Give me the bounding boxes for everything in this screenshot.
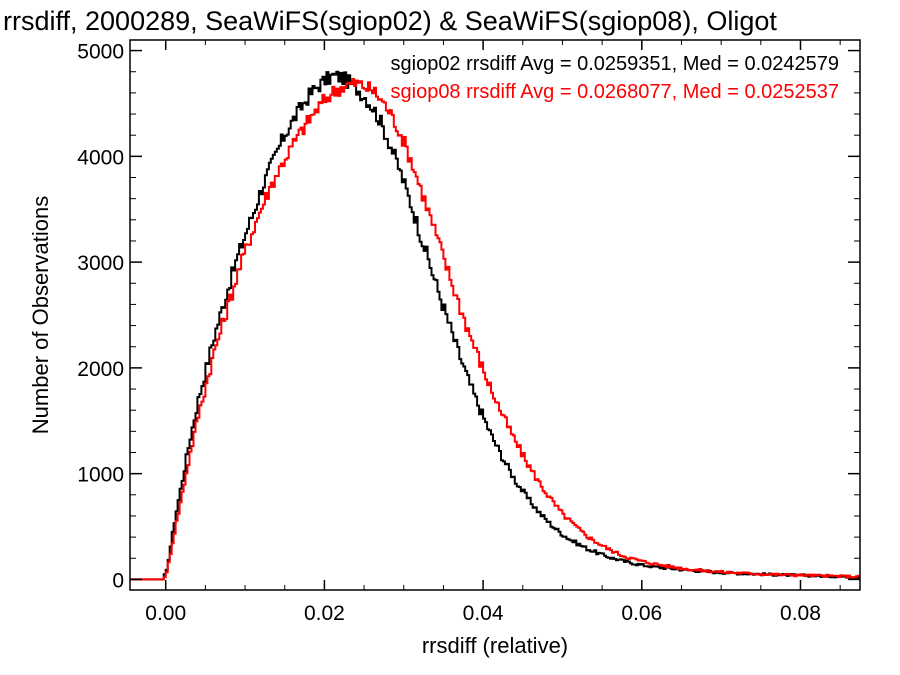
series-layer xyxy=(130,70,860,581)
plot-frame xyxy=(129,39,861,591)
y-tick-label: 5000 xyxy=(77,41,124,64)
series-line-sgiop08 xyxy=(130,78,860,581)
y-tick-label: 0 xyxy=(112,569,124,592)
y-tick-label: 2000 xyxy=(77,358,124,381)
y-tick-label: 3000 xyxy=(77,252,124,275)
chart-title: rrsdiff, 2000289, SeaWiFS(sgiop02) & Sea… xyxy=(3,6,777,36)
x-tick-label: 0.06 xyxy=(621,602,662,625)
x-axis: 0.00 0.02 0.04 0.06 0.08 xyxy=(145,40,841,625)
legend-entry-sgiop02: sgiop02 rrsdiff Avg = 0.0259351, Med = 0… xyxy=(391,53,840,75)
x-tick-label: 0.02 xyxy=(304,602,345,625)
y-axis: 0 1000 2000 3000 4000 5000 xyxy=(77,41,860,592)
y-tick-label: 1000 xyxy=(77,464,124,487)
series-line-sgiop02 xyxy=(130,70,860,581)
y-tick-label: 4000 xyxy=(77,146,124,169)
legend-entry-sgiop08: sgiop08 rrsdiff Avg = 0.0268077, Med = 0… xyxy=(391,81,840,103)
x-axis-label: rrsdiff (relative) xyxy=(422,633,568,658)
x-tick-label: 0.04 xyxy=(463,602,504,625)
y-axis-label: Number of Observations xyxy=(28,196,53,434)
x-tick-label: 0.08 xyxy=(780,602,821,625)
x-tick-label: 0.00 xyxy=(145,602,186,625)
